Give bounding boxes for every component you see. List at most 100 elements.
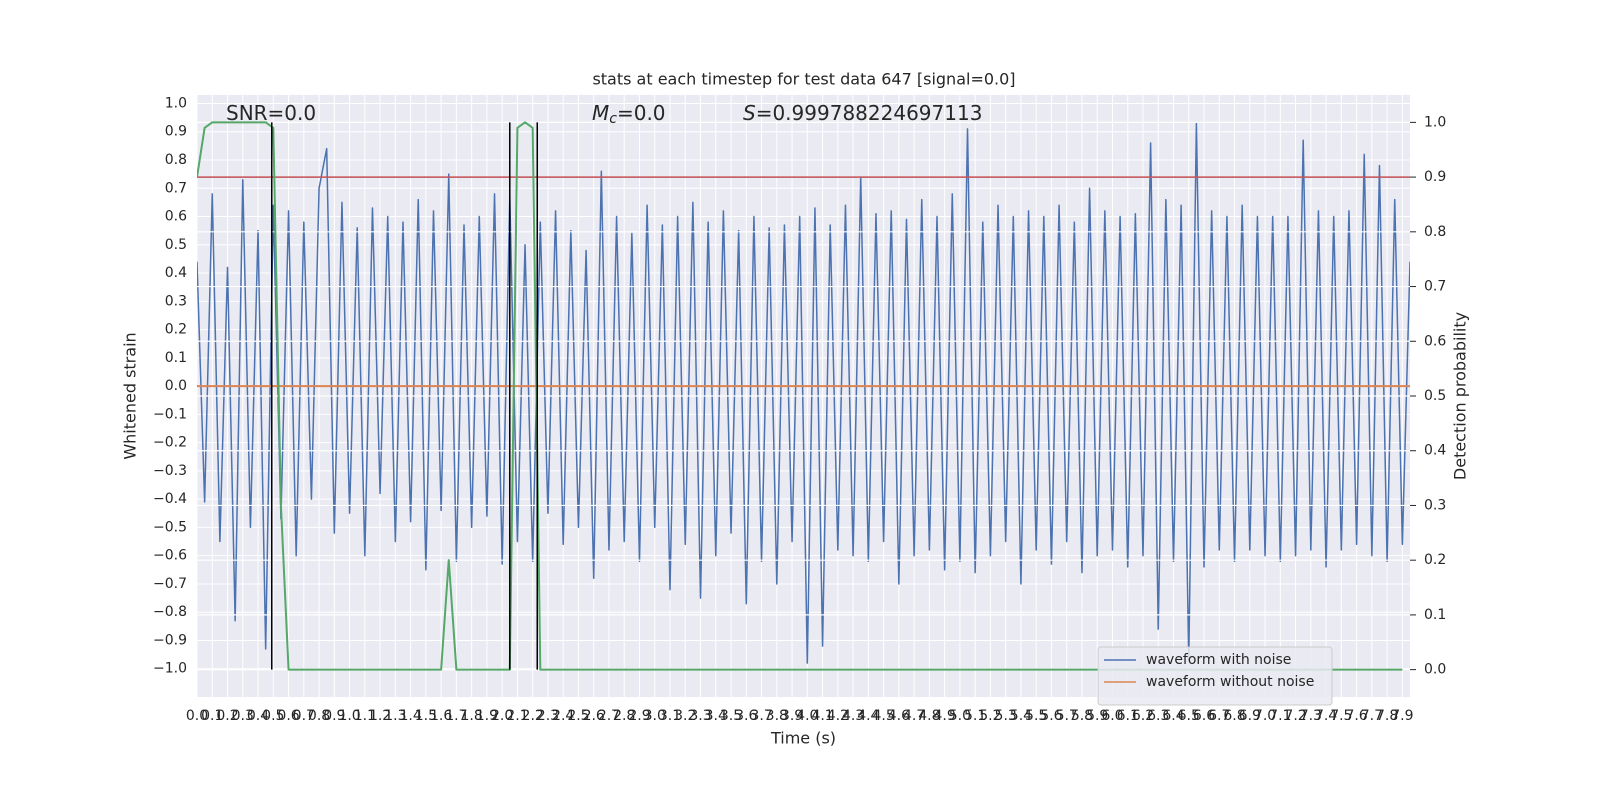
y2-tick-label: 0.1 <box>1424 607 1446 623</box>
y2-tick-label: 0.8 <box>1424 224 1446 240</box>
x-tick-label: 4.9 <box>934 708 956 724</box>
x-tick-label: 5.4 <box>1010 708 1032 724</box>
y-tick-label: 0.9 <box>165 124 187 140</box>
annotation: SNR=0.0 <box>226 101 316 125</box>
x-tick-label: 2.3 <box>537 708 559 724</box>
y2-tick-label: 0.6 <box>1424 333 1446 349</box>
x-tick-label: 7.5 <box>1330 708 1352 724</box>
x-tick-label: 3.3 <box>689 708 711 724</box>
y-tick-label: 0.1 <box>165 350 187 366</box>
x-tick-label: 2.2 <box>522 708 544 724</box>
x-tick-label: 4.3 <box>842 708 864 724</box>
y2-tick-label: 0.0 <box>1424 662 1446 678</box>
y-tick-label: 0.2 <box>165 322 187 338</box>
annotation-symbol: S <box>743 101 756 125</box>
y2-tick-label: 1.0 <box>1424 114 1446 130</box>
x-tick-label: 1.9 <box>476 708 498 724</box>
x-tick-label: 4.4 <box>857 708 879 724</box>
x-tick-label: 0.0 <box>186 708 208 724</box>
x-tick-label: 3.8 <box>766 708 788 724</box>
x-tick-label: 7.7 <box>1361 708 1383 724</box>
y-axis-label: Whitened strain <box>121 332 140 459</box>
y-tick-label: −0.9 <box>153 632 187 648</box>
x-tick-label: 6.4 <box>1162 708 1184 724</box>
y-tick-label: −0.1 <box>153 406 187 422</box>
legend-box <box>1097 646 1333 706</box>
x-tick-label: 1.3 <box>384 708 406 724</box>
y-tick-label: 0.0 <box>165 378 187 394</box>
x-tick-label: 0.3 <box>232 708 254 724</box>
annotation-subscript: c <box>609 111 617 127</box>
y-tick-label: −0.2 <box>153 435 187 451</box>
x-tick-label: 5.5 <box>1025 708 1047 724</box>
x-tick-label: 4.1 <box>811 708 833 724</box>
y2-tick-label: 0.7 <box>1424 279 1446 295</box>
x-tick-label: 2.7 <box>598 708 620 724</box>
y2-tick-label: 0.9 <box>1424 169 1446 185</box>
x-tick-label: 4.6 <box>888 708 910 724</box>
x-tick-label: 0.8 <box>308 708 330 724</box>
x-tick-label: 4.2 <box>827 708 849 724</box>
x-tick-label: 2.1 <box>506 708 528 724</box>
x-tick-label: 3.5 <box>720 708 742 724</box>
x-tick-label: 1.4 <box>399 708 421 724</box>
x-tick-label: 6.8 <box>1223 708 1245 724</box>
x-tick-label: 6.0 <box>1101 708 1123 724</box>
annotation-symbol: M <box>592 101 609 125</box>
x-tick-label: 6.9 <box>1239 708 1261 724</box>
annotation-text: =0.0 <box>617 101 666 125</box>
x-tick-label: 7.0 <box>1254 708 1276 724</box>
x-tick-label: 2.5 <box>567 708 589 724</box>
x-tick-label: 6.5 <box>1178 708 1200 724</box>
x-tick-label: 0.9 <box>323 708 345 724</box>
x-tick-label: 1.1 <box>354 708 376 724</box>
chart-title: stats at each timestep for test data 647… <box>592 70 1015 89</box>
y-tick-label: −1.0 <box>153 661 187 677</box>
x-tick-label: 7.4 <box>1315 708 1337 724</box>
x-tick-label: 0.7 <box>293 708 315 724</box>
y2-tick-label: 0.2 <box>1424 552 1446 568</box>
x-tick-label: 1.6 <box>430 708 452 724</box>
y-tick-label: −0.5 <box>153 519 187 535</box>
x-axis-label: Time (s) <box>770 729 836 748</box>
y2-axis-label: Detection probability <box>1451 312 1470 480</box>
x-tick-label: 0.6 <box>277 708 299 724</box>
x-tick-label: 0.1 <box>201 708 223 724</box>
x-tick-label: 0.4 <box>247 708 269 724</box>
x-tick-label: 3.2 <box>674 708 696 724</box>
x-tick-label: 5.7 <box>1056 708 1078 724</box>
series-line <box>197 122 1410 664</box>
x-tick-label: 3.9 <box>781 708 803 724</box>
y2-tick-label: 0.4 <box>1424 443 1446 459</box>
y-tick-label: −0.7 <box>153 576 187 592</box>
annotation-text: SNR=0.0 <box>226 101 316 125</box>
x-tick-label: 3.7 <box>750 708 772 724</box>
x-tick-label: 3.4 <box>705 708 727 724</box>
x-tick-label: 2.4 <box>552 708 574 724</box>
x-tick-label: 2.9 <box>628 708 650 724</box>
y-tick-label: −0.3 <box>153 463 187 479</box>
y-tick-label: −0.4 <box>153 491 187 507</box>
x-tick-label: 5.6 <box>1040 708 1062 724</box>
x-tick-label: 3.1 <box>659 708 681 724</box>
x-tick-label: 0.2 <box>216 708 238 724</box>
x-tick-label: 3.0 <box>644 708 666 724</box>
x-tick-label: 2.0 <box>491 708 513 724</box>
x-tick-label: 4.5 <box>872 708 894 724</box>
y-tick-label: 0.8 <box>165 152 187 168</box>
y-tick-label: 1.0 <box>165 95 187 111</box>
x-tick-label: 7.3 <box>1300 708 1322 724</box>
y2-tick-label: 0.3 <box>1424 497 1446 513</box>
x-tick-label: 7.8 <box>1376 708 1398 724</box>
legend-label: waveform with noise <box>1146 652 1291 668</box>
annotation: S=0.999788224697113 <box>743 101 982 125</box>
x-tick-label: 3.6 <box>735 708 757 724</box>
x-tick-label: 6.3 <box>1147 708 1169 724</box>
x-tick-label: 1.7 <box>445 708 467 724</box>
x-tick-label: 7.9 <box>1391 708 1413 724</box>
x-tick-label: 5.3 <box>995 708 1017 724</box>
x-tick-label: 1.2 <box>369 708 391 724</box>
x-tick-label: 6.7 <box>1208 708 1230 724</box>
annotation-text: =0.999788224697113 <box>756 101 983 125</box>
